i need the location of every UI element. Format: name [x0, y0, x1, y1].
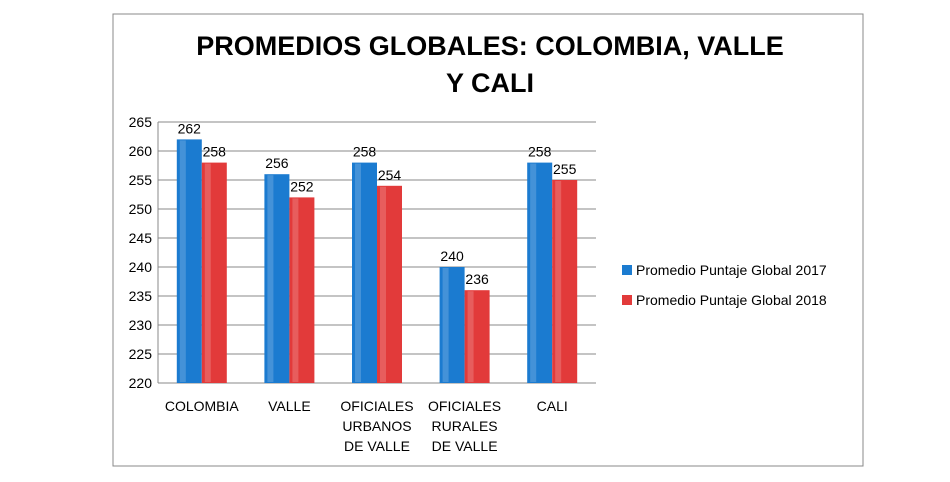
bar-highlight	[204, 163, 211, 382]
x-tick-label: OFICIALES URBANOS DE VALLE	[340, 398, 414, 454]
bar-highlight	[292, 198, 299, 382]
y-tick-label: 250	[129, 201, 153, 217]
y-tick-label: 240	[129, 259, 153, 275]
bar-highlight	[267, 175, 274, 382]
y-tick-label: 255	[129, 172, 153, 188]
y-tick-label: 235	[129, 288, 153, 304]
legend-swatch	[622, 265, 632, 275]
x-tick-label: CALI	[536, 398, 568, 414]
x-tick-label: COLOMBIA	[164, 398, 239, 414]
x-tick-label: VALLE	[268, 398, 311, 414]
bar	[352, 162, 377, 383]
value-label: 254	[378, 167, 402, 183]
y-tick-label: 220	[129, 375, 153, 391]
bar-highlight	[442, 268, 449, 382]
chart-frame	[112, 13, 864, 467]
value-label: 240	[440, 248, 464, 264]
value-label: 236	[465, 271, 489, 287]
bar	[552, 180, 578, 383]
x-tick-label: OFICIALES RURALES DE VALLE	[428, 398, 502, 454]
value-label: 258	[528, 144, 552, 160]
y-tick-label: 265	[129, 114, 153, 130]
bar	[377, 185, 402, 383]
value-label: 252	[290, 178, 314, 194]
bar	[464, 290, 490, 383]
bar-highlight	[179, 140, 186, 382]
bar-highlight	[380, 186, 386, 382]
legend-label: Promedio Puntaje Global 2018	[636, 292, 827, 308]
bar	[176, 139, 202, 383]
value-label: 262	[178, 120, 202, 136]
value-label: 255	[553, 161, 577, 177]
value-label: 258	[353, 144, 377, 160]
chart-title: PROMEDIOS GLOBALES: COLOMBIA, VALLE Y CA…	[196, 31, 784, 98]
y-tick-label: 230	[129, 317, 153, 333]
y-tick-label: 225	[129, 346, 153, 362]
y-tick-label: 260	[129, 143, 153, 159]
bar	[201, 162, 227, 383]
bar-highlight	[555, 181, 562, 382]
bar	[439, 267, 465, 383]
y-tick-label: 245	[129, 230, 153, 246]
bar	[264, 174, 290, 383]
bar-highlight	[355, 163, 361, 382]
bar	[527, 162, 553, 383]
legend-swatch	[622, 295, 632, 305]
legend-label: Promedio Puntaje Global 2017	[636, 262, 827, 278]
bar	[289, 197, 315, 383]
bar-highlight	[530, 163, 537, 382]
value-label: 258	[203, 144, 227, 160]
value-label: 256	[265, 155, 289, 171]
bar-highlight	[467, 291, 474, 382]
